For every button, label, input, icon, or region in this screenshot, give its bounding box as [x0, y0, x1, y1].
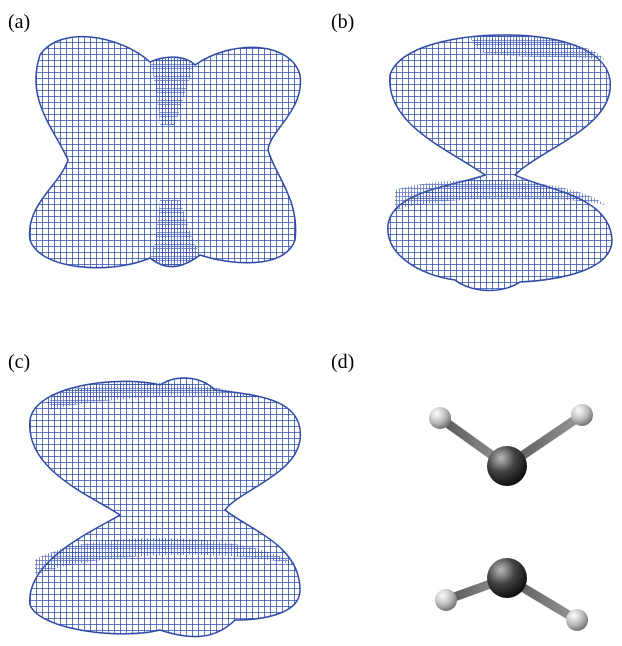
- surface-b: [388, 35, 612, 290]
- panel-label: (c): [8, 351, 30, 373]
- hydrogen-atom: [571, 404, 593, 426]
- hydrogen-atom: [435, 589, 457, 611]
- panel-label: (b): [331, 11, 354, 33]
- panel-label: (a): [8, 11, 30, 33]
- surface-a: [30, 37, 301, 268]
- molecule: [429, 404, 593, 631]
- carbon-atom: [487, 558, 527, 598]
- carbon-atom: [487, 446, 527, 486]
- hydrogen-atom: [566, 609, 588, 631]
- figure: (a) (b) (c) (d): [0, 0, 622, 646]
- hydrogen-atom: [429, 407, 451, 429]
- panel-label: (d): [331, 351, 354, 373]
- surface-c: [30, 378, 301, 637]
